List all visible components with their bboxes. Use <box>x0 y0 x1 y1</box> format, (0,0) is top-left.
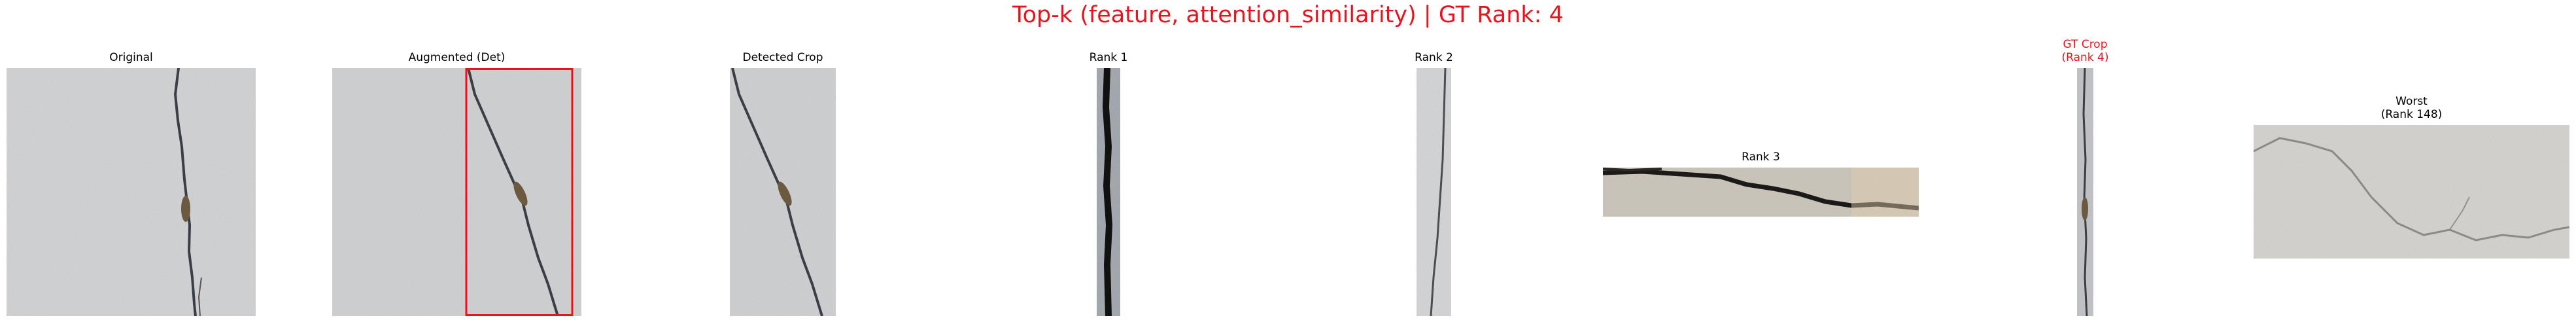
panel-rank2: Rank 2 <box>1415 51 1453 316</box>
rank3-image <box>1603 168 1919 217</box>
panel-title-augmented: Augmented (Det) <box>408 51 506 64</box>
panel-rank1: Rank 1 <box>1090 51 1127 316</box>
panel-title-rank3: Rank 3 <box>1742 151 1780 164</box>
panel-title-original: Original <box>109 51 153 64</box>
panel-gt-crop: GT Crop (Rank 4) <box>2062 38 2108 316</box>
augmented-image <box>332 68 581 316</box>
gt-crop-image <box>2077 68 2093 316</box>
panel-title-gt-crop: GT Crop (Rank 4) <box>2061 38 2109 64</box>
panel-augmented: Augmented (Det) <box>332 51 581 316</box>
worst-image <box>2254 125 2569 259</box>
panel-title-rank1: Rank 1 <box>1089 51 1128 64</box>
rank1-image <box>1097 68 1120 316</box>
figure-title: Top-k (feature, attention_similarity) | … <box>1012 2 1564 28</box>
panel-title-rank2: Rank 2 <box>1415 51 1453 64</box>
panel-title-detected-crop: Detected Crop <box>742 51 823 64</box>
panel-rank3: Rank 3 <box>1603 151 1919 217</box>
panel-detected-crop: Detected Crop <box>730 51 836 316</box>
detection-box <box>465 68 574 316</box>
panel-original: Original <box>7 51 256 316</box>
rank2-image <box>1417 68 1451 316</box>
panel-title-worst: Worst (Rank 148) <box>2380 95 2443 121</box>
detected-crop-image <box>730 68 836 316</box>
original-image <box>7 68 256 316</box>
panel-worst: Worst (Rank 148) <box>2254 95 2569 259</box>
